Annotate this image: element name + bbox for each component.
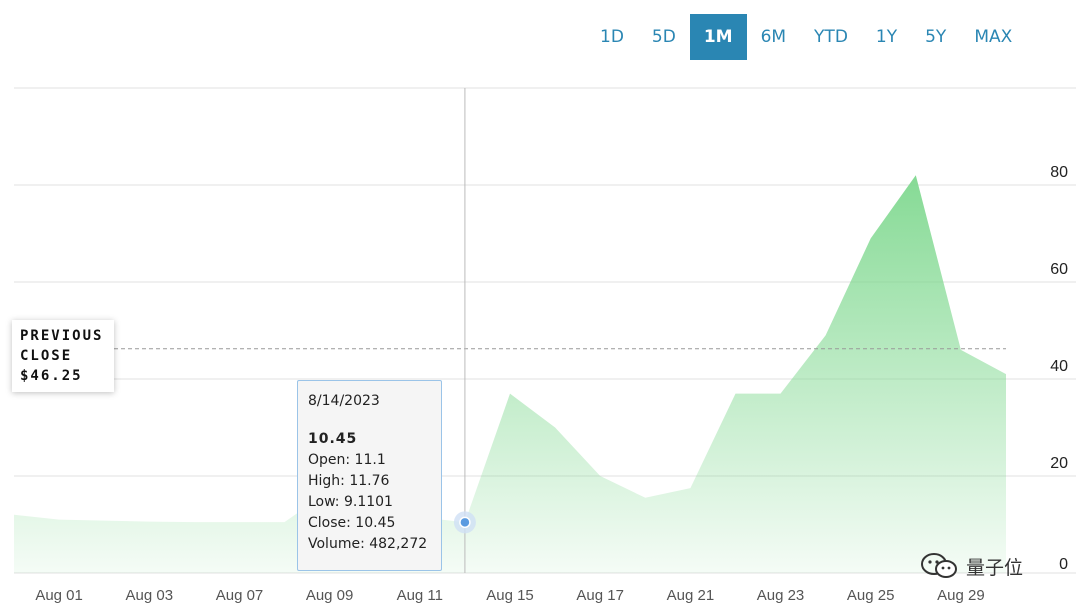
- price-area: [14, 175, 1006, 574]
- x-tick-label: Aug 03: [126, 587, 174, 604]
- range-button-5d[interactable]: 5D: [651, 27, 676, 47]
- wechat-icon: [921, 553, 957, 578]
- hover-marker: [459, 516, 471, 529]
- range-button-1d[interactable]: 1D: [600, 27, 624, 47]
- x-tick-label: Aug 21: [667, 587, 715, 604]
- x-tick-label: Aug 01: [35, 587, 83, 604]
- y-tick-label: 0: [1059, 556, 1068, 573]
- tooltip-high: High: 11.76: [308, 473, 390, 489]
- y-tick-label: 20: [1050, 455, 1068, 472]
- range-button-1y[interactable]: 1Y: [875, 27, 898, 47]
- tooltip-volume: Volume: 482,272: [308, 536, 428, 552]
- previous-close-line2: CLOSE: [20, 348, 73, 364]
- x-tick-label: Aug 09: [306, 587, 354, 604]
- x-tick-label: Aug 17: [576, 587, 624, 604]
- previous-close-value: $46.25: [20, 368, 83, 384]
- range-button-ytd[interactable]: YTD: [814, 27, 848, 47]
- x-tick-label: Aug 11: [397, 587, 443, 604]
- previous-close-label: PREVIOUS CLOSE $46.25: [12, 320, 114, 392]
- y-tick-label: 60: [1050, 261, 1068, 278]
- range-selector: 1D 5D 1M 6M YTD 1Y 5Y MAX: [586, 14, 1026, 60]
- range-button-6m[interactable]: 6M: [760, 27, 787, 47]
- previous-close-line1: PREVIOUS: [20, 328, 104, 344]
- hover-tooltip: 8/14/2023 10.45 Open: 11.1 High: 11.76 L…: [297, 380, 442, 571]
- tooltip-open: Open: 11.1: [308, 452, 386, 468]
- tooltip-close: Close: 10.45: [308, 515, 396, 531]
- x-tick-label: Aug 07: [216, 587, 264, 604]
- watermark: 量子位: [920, 552, 1023, 580]
- y-tick-label: 80: [1050, 164, 1068, 181]
- x-tick-label: Aug 25: [847, 587, 895, 604]
- y-tick-label: 40: [1050, 358, 1068, 375]
- range-button-5y[interactable]: 5Y: [925, 27, 947, 47]
- x-tick-label: Aug 23: [757, 587, 805, 604]
- tooltip-date: 8/14/2023: [308, 393, 380, 409]
- tooltip-price: 10.45: [308, 431, 358, 447]
- range-button-max[interactable]: MAX: [974, 27, 1013, 47]
- x-tick-label: Aug 29: [937, 587, 985, 604]
- range-button-1m[interactable]: 1M: [689, 14, 747, 60]
- x-tick-label: Aug 15: [486, 587, 534, 604]
- watermark-text: 量子位: [966, 556, 1024, 579]
- tooltip-low: Low: 9.1101: [308, 494, 393, 510]
